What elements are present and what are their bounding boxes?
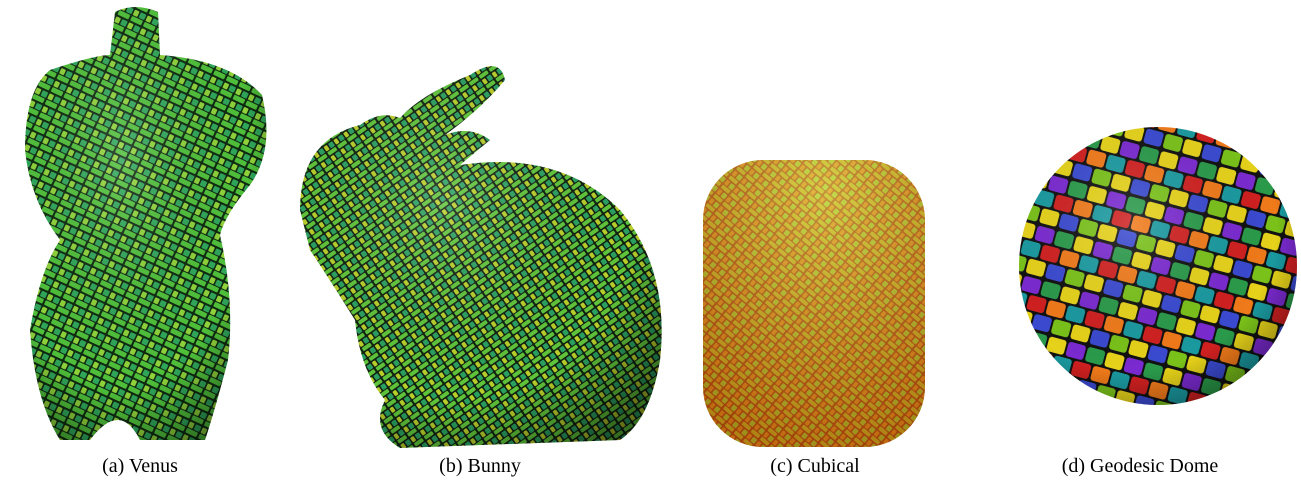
caption: (d) Geodesic Dome [1062, 455, 1219, 478]
caption: (c) Cubical [770, 455, 859, 478]
bunny-image [300, 66, 662, 448]
caption: (a) Venus [102, 455, 178, 478]
caption: (b) Bunny [439, 455, 521, 478]
figure: (a) Venus (b) Bunny (c) Cubical (d) Geod… [0, 0, 1301, 485]
venus-image [25, 7, 266, 440]
cubical-image [703, 160, 925, 447]
figure-images [0, 0, 1301, 450]
dome-image [1019, 127, 1297, 405]
